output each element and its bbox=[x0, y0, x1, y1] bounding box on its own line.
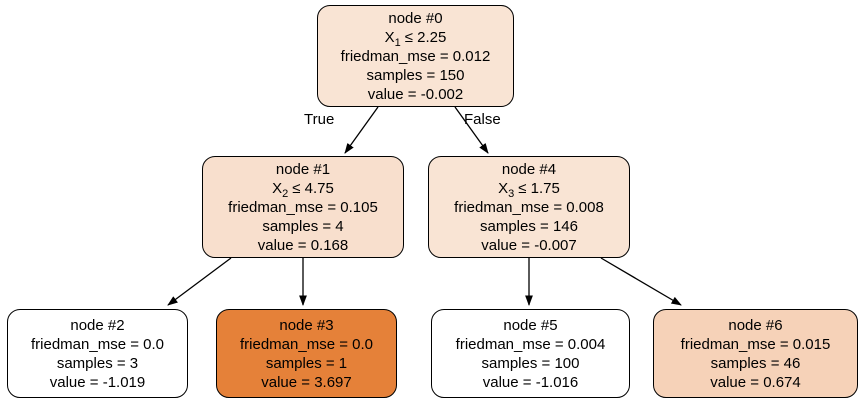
node-mse: friedman_mse = 0.105 bbox=[228, 198, 378, 216]
split-condition: X3 ≤ 1.75 bbox=[498, 179, 560, 200]
tree-node-3: node #3 friedman_mse = 0.0 samples = 1 v… bbox=[216, 309, 397, 398]
tree-node-0: node #0 X1 ≤ 2.25 friedman_mse = 0.012 sa… bbox=[317, 5, 514, 107]
node-value: value = 3.697 bbox=[261, 373, 352, 391]
node-mse: friedman_mse = 0.0 bbox=[31, 335, 164, 353]
node-value: value = -0.007 bbox=[481, 236, 577, 254]
node-title: node #4 bbox=[501, 160, 557, 178]
node-samples: samples = 1 bbox=[265, 354, 348, 372]
node-samples: samples = 146 bbox=[480, 217, 578, 235]
tree-node-6: node #6 friedman_mse = 0.015 samples = 4… bbox=[653, 309, 858, 398]
tree-node-2: node #2 friedman_mse = 0.0 samples = 3 v… bbox=[7, 309, 188, 398]
edge-node0-node1 bbox=[344, 106, 379, 154]
edge-node1-node2 bbox=[167, 257, 232, 306]
node-mse: friedman_mse = 0.0 bbox=[240, 335, 373, 353]
node-samples: samples = 4 bbox=[262, 217, 344, 235]
node-title: node #6 bbox=[728, 316, 783, 334]
edge-node0-node4 bbox=[454, 106, 489, 154]
node-samples: samples = 100 bbox=[481, 354, 580, 372]
node-mse: friedman_mse = 0.015 bbox=[680, 335, 831, 353]
node-value: value = -1.019 bbox=[49, 373, 146, 391]
node-title: node #5 bbox=[503, 316, 558, 334]
node-mse: friedman_mse = 0.008 bbox=[454, 198, 604, 216]
split-condition: X2 ≤ 4.75 bbox=[272, 179, 334, 200]
node-title: node #2 bbox=[70, 316, 125, 334]
node-samples: samples = 46 bbox=[710, 354, 801, 372]
edge-node4-node6 bbox=[600, 257, 682, 306]
tree-node-5: node #5 friedman_mse = 0.004 samples = 1… bbox=[431, 309, 630, 398]
node-samples: samples = 3 bbox=[56, 354, 139, 372]
node-mse: friedman_mse = 0.004 bbox=[455, 335, 606, 353]
tree-node-1: node #1 X2 ≤ 4.75 friedman_mse = 0.105 sa… bbox=[202, 156, 404, 258]
node-value: value = 0.168 bbox=[257, 236, 349, 254]
node-title: node #3 bbox=[279, 316, 334, 334]
node-title: node #1 bbox=[275, 160, 331, 178]
node-mse: friedman_mse = 0.012 bbox=[340, 47, 491, 65]
node-title: node #0 bbox=[388, 9, 443, 27]
node-value: value = -0.002 bbox=[367, 85, 464, 103]
node-samples: samples = 150 bbox=[366, 66, 465, 84]
split-condition: X1 ≤ 2.25 bbox=[384, 28, 447, 49]
node-value: value = 0.674 bbox=[710, 373, 801, 391]
edge-label-true: True bbox=[304, 111, 335, 128]
node-value: value = -1.016 bbox=[482, 373, 579, 391]
tree-node-4: node #4 X3 ≤ 1.75 friedman_mse = 0.008 sa… bbox=[428, 156, 630, 258]
edge-label-false: False bbox=[464, 111, 501, 128]
